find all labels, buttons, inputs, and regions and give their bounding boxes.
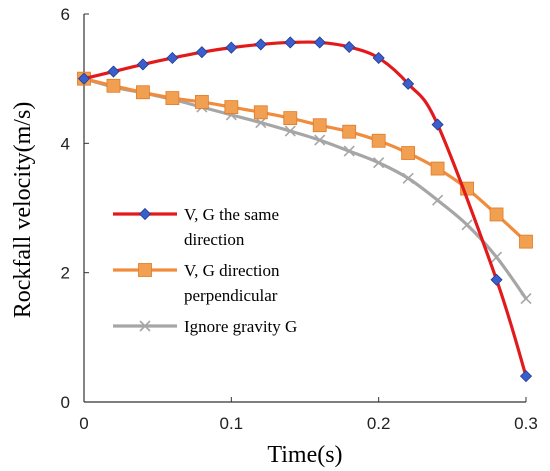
legend-label: direction xyxy=(184,230,245,249)
data-point xyxy=(430,161,445,176)
x-marker-stroke xyxy=(255,117,267,129)
x-marker-stroke xyxy=(343,145,355,157)
y-tick-label: 6 xyxy=(61,5,70,24)
x-marker-stroke xyxy=(402,172,414,184)
series-line xyxy=(82,77,528,244)
data-point xyxy=(371,133,386,148)
y-axis-title: Rockfall velocity(m/s) xyxy=(10,102,36,319)
legend-entry-1: V, G the same direction xyxy=(113,205,279,249)
x-axis-title: Time(s) xyxy=(267,442,342,468)
x-tick-label: 0 xyxy=(79,414,88,433)
data-point xyxy=(136,85,150,100)
legend-swatch-marker xyxy=(138,207,152,221)
legend-entry-2: V, G direction perpendicular xyxy=(113,261,280,305)
legend-entry-3: Ignore gravity G xyxy=(113,317,297,336)
data-point xyxy=(165,91,180,105)
x-marker-stroke xyxy=(139,320,151,332)
data-point xyxy=(312,118,327,133)
data-point xyxy=(489,207,504,222)
x-marker-stroke xyxy=(284,125,296,137)
data-point xyxy=(284,125,296,137)
x-tick-label: 0.2 xyxy=(367,414,391,433)
x-marker-stroke xyxy=(490,251,503,263)
data-point xyxy=(106,78,121,93)
data-point xyxy=(432,194,444,206)
legend-swatch-marker xyxy=(139,320,151,332)
data-point xyxy=(314,134,326,146)
data-point xyxy=(343,40,356,54)
data-point xyxy=(136,58,149,71)
data-point xyxy=(195,46,208,59)
data-point xyxy=(519,370,533,383)
data-point xyxy=(373,157,385,169)
data-point xyxy=(520,292,532,305)
y-tick-label: 2 xyxy=(61,264,70,283)
x-marker-stroke xyxy=(520,292,532,305)
data-point xyxy=(401,146,416,160)
data-point xyxy=(402,172,414,184)
data-point xyxy=(372,51,385,65)
x-marker-stroke xyxy=(432,194,444,206)
data-point xyxy=(253,105,268,120)
legend: V, G the same direction V, G direction perp… xyxy=(113,205,297,336)
series-line xyxy=(82,40,528,378)
data-point xyxy=(225,41,238,54)
y-tick-label: 0 xyxy=(61,393,70,412)
data-point xyxy=(255,117,267,129)
data-point xyxy=(490,251,503,263)
legend-label: V, G direction xyxy=(184,261,280,280)
data-point xyxy=(166,51,179,65)
legend-label: V, G the same xyxy=(184,205,279,224)
plot-area: 0 0.1 0.2 0.3 0 2 4 6 xyxy=(61,5,538,433)
x-marker-stroke xyxy=(373,157,385,169)
data-point xyxy=(283,111,298,126)
data-point xyxy=(194,95,209,109)
x-marker-stroke xyxy=(461,219,473,231)
series-layer xyxy=(77,36,533,383)
data-point xyxy=(490,273,503,286)
legend-swatch-marker xyxy=(138,263,152,277)
data-point xyxy=(313,36,326,49)
data-point xyxy=(461,219,473,231)
data-point xyxy=(77,72,91,85)
data-point xyxy=(284,36,297,49)
data-point xyxy=(107,65,120,78)
data-point xyxy=(254,38,267,51)
x-tick-label: 0.1 xyxy=(220,414,244,433)
series-1 xyxy=(77,36,533,383)
data-point xyxy=(342,124,357,139)
y-tick-label: 4 xyxy=(61,134,70,153)
legend-label: perpendicular xyxy=(184,286,278,305)
data-point xyxy=(519,234,533,249)
x-tick-label: 0.3 xyxy=(514,414,538,433)
legend-label: Ignore gravity G xyxy=(184,317,297,336)
x-marker-stroke xyxy=(314,134,326,146)
data-point xyxy=(224,100,239,115)
data-point xyxy=(431,118,444,131)
data-point xyxy=(402,77,415,90)
data-point xyxy=(343,145,355,157)
